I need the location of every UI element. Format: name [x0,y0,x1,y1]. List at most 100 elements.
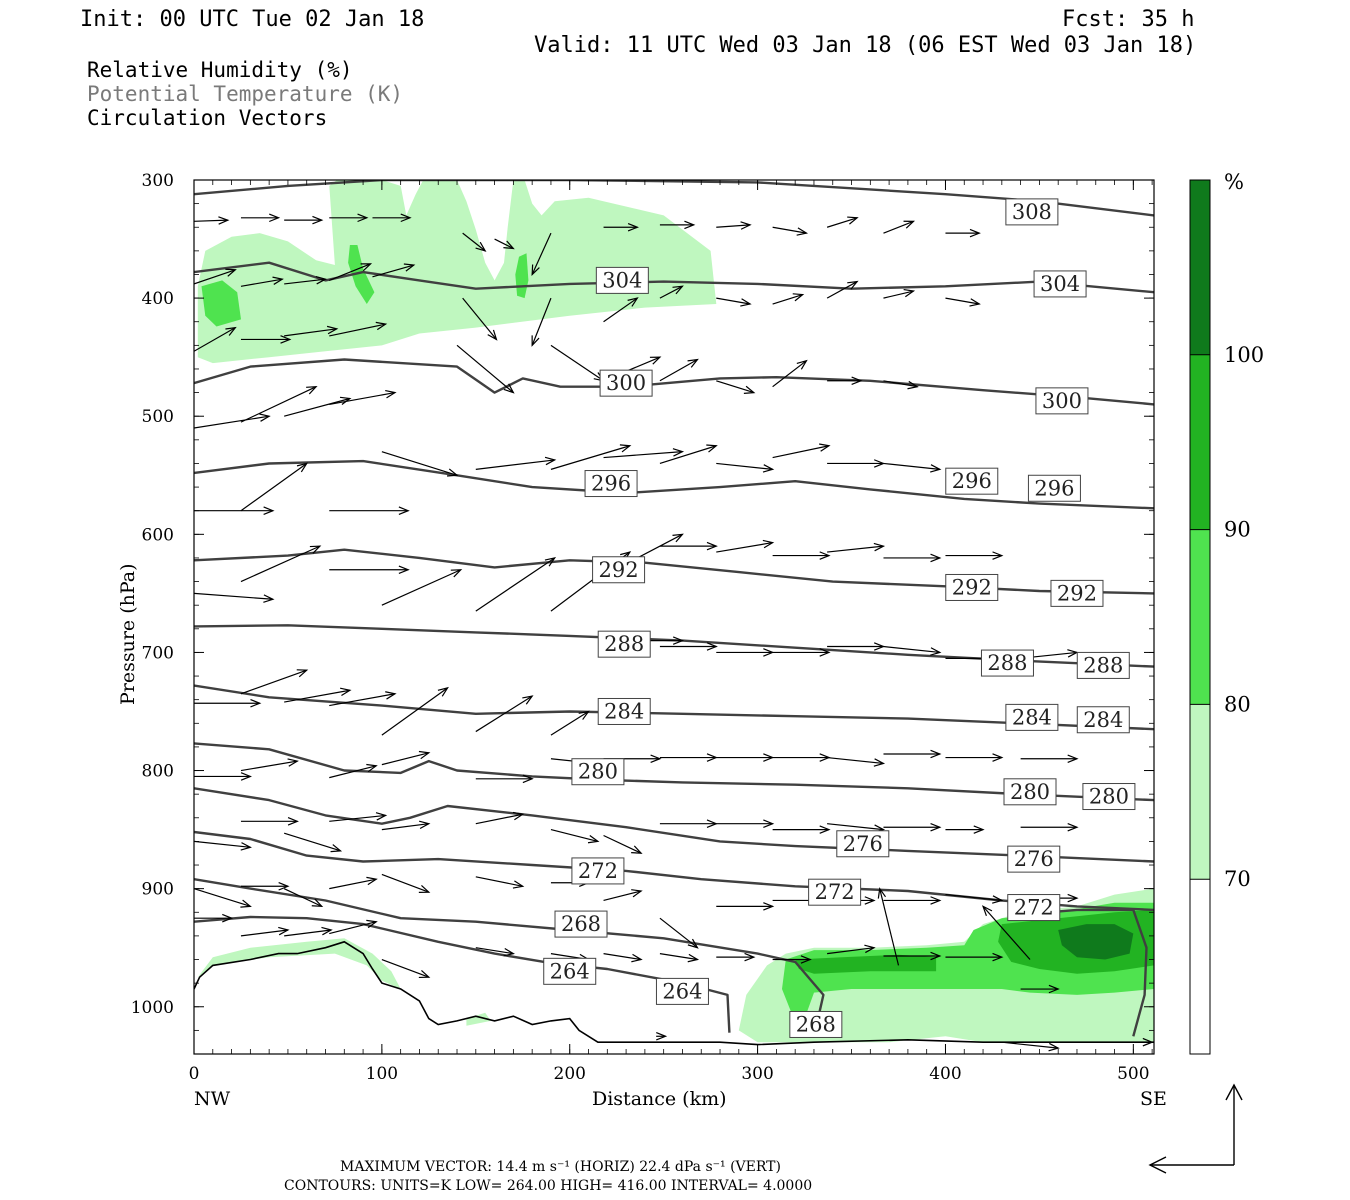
vector-head [627,297,639,307]
vector-head [512,811,525,821]
y-tick-label: 800 [142,762,174,782]
vector-arrow-72 [284,687,352,703]
vector-arrow-107 [659,819,718,828]
vector-head [278,926,290,936]
vector-head [672,448,685,457]
vector-shaft [194,327,236,352]
vector-head [672,285,684,295]
vector-shaft [329,814,386,822]
theta-label-text: 304 [602,268,642,292]
vector-arrow-127 [945,893,1004,904]
vector-shaft [240,278,283,287]
vector-arrow-17 [826,216,859,228]
axes: 300 400 500 600 700 800 900 1000 0 100 200 300 400 50… [131,171,1154,1084]
theta-label-box [1003,778,1057,806]
vector-arrow-46 [240,462,309,512]
vector-head [1067,754,1079,763]
vector-head [544,456,557,466]
vector-head [419,820,431,830]
vector-head [360,263,373,272]
vector-arrow-56 [883,462,942,473]
vector-head [796,359,808,370]
forecast-hour: Fcst: 35 h [1062,7,1194,32]
vector-head [400,213,412,223]
theta-label-text: 292 [1057,581,1097,605]
vector-arrow-115 [240,882,290,891]
vector-shaft [716,380,755,394]
theta-label-box [597,697,651,725]
theta-label-text: 276 [843,832,883,856]
vector-arrow-98 [1020,754,1079,763]
theta-label-276-20: 276 [836,830,890,858]
vector-arrow-18 [883,220,916,234]
vector-arrow-47 [329,506,410,515]
theta-label-288-11: 288 [597,630,651,658]
vector-head [287,758,299,767]
y-tick-label: 700 [142,643,174,663]
vector-shaft [531,297,552,346]
vector-head [706,444,718,453]
vector-head [851,376,863,386]
y-tick-label: 900 [142,880,174,900]
vector-shaft [329,392,396,405]
vector-arrow-102 [329,812,388,822]
rh-shading [197,180,1154,1043]
vector-arrow-92 [659,753,718,762]
colorbar: 100 90 80 70% [1189,170,1264,1055]
vector-arrow-28 [716,297,752,307]
vector-shaft [772,360,807,388]
vector-head [740,221,752,230]
theta-label-292-8: 292 [592,556,646,584]
vector-head [847,216,859,225]
vector-arrow-145 [981,905,1031,960]
vector-head [280,335,292,344]
vector-arrow-73 [329,691,397,707]
vector-shaft [284,397,351,417]
vector-head [763,819,775,828]
vector-arrow-53 [716,462,775,473]
vector-arrow-30 [826,280,859,299]
theta-label-280-17: 280 [571,758,625,786]
vector-head [1048,1042,1060,1052]
vector-arrow-37 [456,344,515,394]
y-tick-label: 500 [142,407,174,427]
theta-contour-labels: 308 304 304 300 300 296 296 296 292 292 292 288 288 2… [543,198,1136,1038]
vector-arrow-48 [381,451,459,477]
vector-shaft [659,359,698,382]
vector-head [503,947,515,957]
rh-region-5 [466,1012,491,1026]
x-end-label-se: SE [1140,1088,1167,1110]
vector-shaft [381,687,448,736]
vector-shaft [194,888,251,907]
vector-arrow-78 [659,642,718,651]
vector-head [864,896,876,905]
vector-head [619,444,632,453]
vector-shaft [827,756,884,765]
theta-label-text: 304 [1040,272,1080,296]
vector-shaft [381,823,429,831]
valid-time: Valid: 11 UTC Wed 03 Jan 18 (06 EST Wed … [534,33,1196,58]
theta-label-text: 284 [604,699,644,723]
vector-head [819,825,831,834]
vector-head [225,268,237,277]
vector-shaft [603,890,642,902]
vector-head [240,842,252,851]
vector-arrow-31 [883,288,916,299]
vector-arrow-97 [945,753,1004,762]
vector-arrow-121 [603,889,643,902]
vector-shaft [550,710,589,736]
colorbar-segment-3 [1190,704,1210,880]
vector-arrow-111 [883,822,942,832]
colorbar-tick-label: 70 [1224,867,1251,891]
theta-label-box [554,910,608,938]
theta-label-box [655,977,709,1005]
title-potential-temperature: Potential Temperature (K) [87,82,403,106]
theta-label-296-6: 296 [945,467,999,495]
vector-shaft [772,445,830,459]
rh-region-10 [1058,924,1134,960]
vector-shaft [982,905,1031,960]
colorbar-segment-4 [1190,879,1210,1054]
vector-head [587,835,600,844]
vector-shaft [240,929,289,937]
